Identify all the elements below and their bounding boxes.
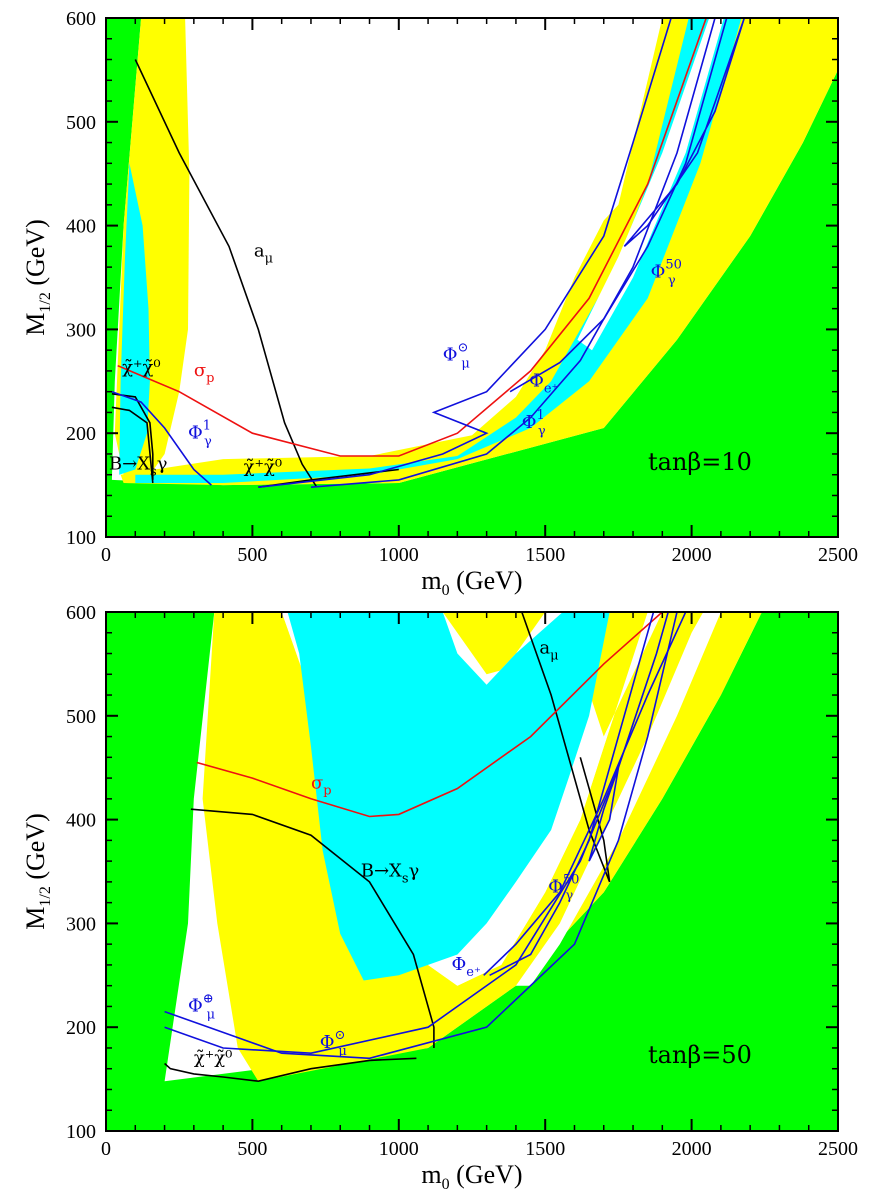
region-white-inner: [577, 18, 724, 351]
curve-label: Φ⊕ μ: [188, 992, 215, 1023]
y-tick-label: 100: [66, 527, 96, 549]
curve-labeled-2: [111, 393, 154, 480]
y-axis-ticks: [106, 611, 838, 1132]
x-tick-label: 1000: [379, 1138, 419, 1160]
plot-area: [106, 612, 838, 1131]
y-axis-title: M1/2 (GeV): [21, 219, 54, 336]
curve-labeled-7: [310, 18, 716, 488]
curve-labeled-0: [134, 59, 318, 488]
y-tick-label: 500: [66, 706, 96, 728]
region-white-inner: [515, 612, 721, 986]
tanbeta-label: tanβ=50: [648, 1041, 752, 1069]
y-tick-label: 300: [66, 319, 96, 341]
x-axis-ticks: [105, 612, 839, 1131]
curve-labeled-6: [483, 612, 687, 976]
plot-area: [106, 18, 838, 537]
curve-label: aμ: [254, 241, 273, 267]
region-yellow-top: [442, 612, 663, 737]
region-cyan-main: [287, 612, 610, 981]
curve-label: σp: [194, 360, 215, 386]
y-tick-label: 200: [66, 423, 96, 445]
x-tick-label: 1500: [525, 544, 565, 566]
y-axis-title: M1/2 (GeV): [21, 813, 54, 930]
curve-label: B→Xsγ: [361, 861, 420, 887]
curve-label: Φ1 γ: [522, 408, 546, 439]
region-cyan-bottom: [135, 18, 742, 483]
curve-label: Φe⁺: [529, 370, 558, 396]
x-tick-label: 0: [101, 1138, 111, 1160]
curve-extra-8: [588, 767, 620, 862]
curve-label: Φ1 γ: [188, 418, 212, 449]
region-green: [106, 18, 838, 537]
curve-labeled-8: [509, 18, 728, 393]
curve-labeled-3: [111, 406, 154, 484]
curve-labeled-5: [164, 612, 669, 1055]
x-tick-label: 2000: [672, 544, 712, 566]
curve-label: Φe⁺: [452, 954, 481, 980]
x-tick-label: 500: [237, 544, 267, 566]
region-yellow-bottom: [120, 18, 838, 486]
curve-label: Φ50 γ: [651, 258, 682, 289]
curve-label: Φ⊙ μ: [443, 341, 470, 372]
curve-labeled-5: [111, 390, 212, 486]
curve-labeled-4: [164, 612, 678, 1060]
x-tick-label: 2500: [818, 1138, 858, 1160]
y-tick-label: 300: [66, 913, 96, 935]
curve-labeled-1: [117, 18, 707, 457]
curve-labeled-3: [164, 1057, 417, 1083]
x-tick-label: 2000: [672, 1138, 712, 1160]
y-tick-label: 400: [66, 810, 96, 832]
y-tick-label: 200: [66, 1017, 96, 1039]
x-tick-label: 0: [101, 544, 111, 566]
curve-label: Φ50 γ: [548, 872, 579, 903]
curve-labeled-7: [489, 612, 655, 977]
curve-labeled-2: [190, 808, 435, 1048]
x-axis-title: m0 (GeV): [421, 566, 522, 599]
x-tick-label: 1500: [525, 1138, 565, 1160]
x-tick-label: 1000: [379, 544, 419, 566]
y-tick-label: 600: [66, 8, 96, 30]
curve-labeled-6: [258, 18, 672, 488]
x-axis-title: m0 (GeV): [421, 1160, 522, 1193]
x-tick-label: 2500: [818, 544, 858, 566]
y-axis-ticks: [106, 17, 838, 538]
curve-label: B→Xsγ: [109, 454, 168, 480]
curve-label: χ̃⁺χ̃⁰: [194, 1048, 233, 1069]
chart-panel-bottom: aμ σp B→Xsγ χ̃⁺χ̃⁰ Φ⊕ μ Φ⊙ μ Φe⁺ Φ50 γ 0 500 1000 1500…: [21, 602, 858, 1193]
curve-labeled-9: [623, 18, 746, 247]
region-green: [106, 612, 838, 1131]
curve-labeled-1: [196, 612, 663, 818]
tanbeta-label: tanβ=10: [648, 448, 752, 476]
y-tick-label: 400: [66, 216, 96, 238]
plot-frame: [105, 611, 839, 1132]
y-tick-label: 600: [66, 602, 96, 624]
curve-label: χ̃⁺χ̃⁰: [244, 457, 283, 478]
y-tick-label: 100: [66, 1121, 96, 1143]
curve-label: Φ⊙ μ: [320, 1028, 347, 1059]
region-yellow-main: [202, 612, 762, 1082]
x-tick-label: 500: [237, 1138, 267, 1160]
chart-panel-top: aμ σp B→Xsγ χ̃⁺χ̃⁰ χ̃⁺χ̃⁰ Φ1 γ Φ⊙ μ Φe⁺ Φ1 γ Φ50 γ 0 50…: [21, 8, 858, 599]
x-axis-ticks: [105, 18, 839, 537]
curve-label: σp: [311, 772, 332, 798]
y-tick-label: 500: [66, 112, 96, 134]
curve-label: χ̃⁺χ̃⁰: [122, 357, 161, 378]
plot-frame: [105, 17, 839, 538]
curve-label: aμ: [539, 638, 558, 664]
